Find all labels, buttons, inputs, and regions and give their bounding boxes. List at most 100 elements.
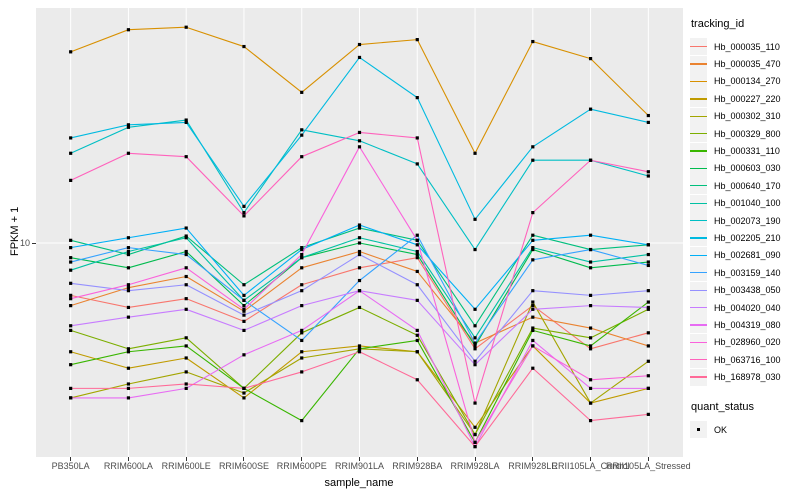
data-point [300,331,304,335]
data-point [300,90,304,94]
data-point [300,338,304,343]
x-tick-label-RRIM600LE: RRIM600LE [161,461,211,471]
data-point [126,123,131,127]
data-point [69,178,73,182]
data-point [531,158,535,162]
data-point [126,396,131,400]
legend-line-icon [690,376,707,378]
data-point [69,328,73,333]
legend-label: Hb_000035_110 [714,41,780,52]
data-point [242,391,246,395]
x-tick-label-RRII105LA_Control: RRII105LA_Control [551,461,630,471]
data-point [69,386,73,390]
data-point [126,236,131,240]
legend-key [690,316,707,334]
legend-key [690,55,707,73]
x-tick-mark [532,457,534,461]
legend-key [690,246,707,264]
legend-line-icon [690,254,707,257]
legend-label: Hb_004319_080 [714,319,781,330]
legend-label-ok: OK [714,424,728,435]
legend-label: Hb_028960_020 [714,337,781,348]
data-point [588,336,593,340]
legend-key [690,107,707,125]
data-point [531,238,535,242]
data-point [415,233,419,237]
data-point [184,234,188,238]
data-point [646,289,650,293]
legend-label: Hb_002073_190 [714,215,781,226]
legend-label: Hb_000640_170 [714,180,781,191]
legend-item-Hb_000640_170: Hb_000640_170 [690,177,781,195]
data-point [69,260,73,264]
data-point [473,217,477,221]
data-point [357,249,362,254]
legend-label: Hb_003438_050 [714,285,781,296]
data-point [184,118,188,122]
data-point [184,382,188,386]
data-point [646,300,650,304]
data-point [184,120,188,125]
data-point [357,344,362,348]
data-point [473,341,477,345]
data-point [415,243,419,247]
data-point [242,307,246,311]
data-point [531,39,535,44]
data-point [184,249,188,254]
data-point [357,241,362,245]
legend-item-Hb_028960_020: Hb_028960_020 [690,333,781,351]
legend-line-icon [690,115,707,117]
legend-item-Hb_002681_090: Hb_002681_090 [690,246,781,264]
square-point-icon [696,427,701,432]
data-point [126,289,131,293]
x-tick-mark [301,457,303,461]
legend-line-icon [690,272,707,274]
legend-label: Hb_063716_100 [714,354,781,365]
x-tick-label-RRIM600SE: RRIM600SE [218,461,269,471]
data-point [300,246,304,250]
data-point [357,42,362,47]
data-point [357,289,362,293]
x-tick-mark [359,457,360,461]
legend-item-Hb_000035_470: Hb_000035_470 [690,55,781,73]
legend-key [690,90,707,108]
data-point [357,55,362,60]
x-tick-mark [70,457,72,461]
data-point [415,96,419,100]
data-point [184,226,188,230]
data-point [300,328,304,333]
legend-line-icon [690,80,707,83]
legend-item-Hb_000227_220: Hb_000227_220 [690,90,781,108]
data-point [300,133,304,137]
data-point [242,304,246,308]
data-point [646,120,650,125]
x-tick-mark [647,457,649,461]
legend-label: Hb_003159_140 [714,267,781,278]
data-point [242,353,246,357]
y-axis-title: FPKM + 1 [9,206,21,256]
legend-key [690,299,707,317]
data-point [415,256,419,260]
x-tick-label-PB350LA: PB350LA [51,461,90,471]
data-point [184,274,188,279]
legend-title-quant-status: quant_status [691,400,754,413]
data-point [126,28,131,32]
data-point [69,256,73,260]
x-tick-label-RRIM901LA: RRIM901LA [334,461,385,471]
data-point [69,324,73,328]
data-point [588,378,593,382]
data-point [646,331,650,335]
data-point [473,425,477,429]
data-point [473,359,477,363]
legend-key [690,333,707,351]
chart-panel [36,8,683,457]
data-point [415,298,419,302]
data-point [646,344,650,348]
data-point [588,347,593,351]
x-tick-mark [474,457,476,461]
legend-key [690,368,707,386]
data-point [588,293,593,297]
data-point [646,174,650,178]
data-point [184,266,188,270]
